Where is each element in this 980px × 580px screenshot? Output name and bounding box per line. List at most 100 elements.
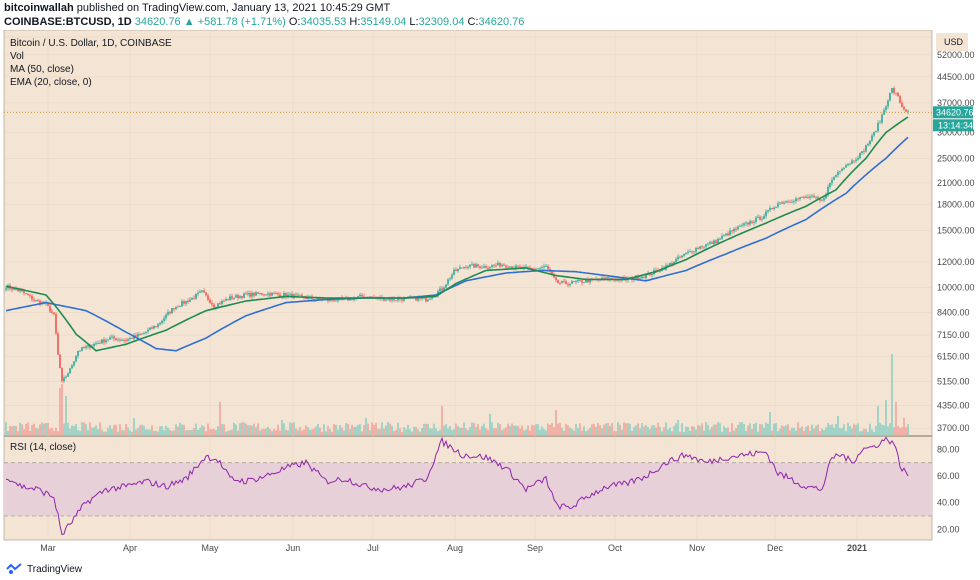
volume-bar [787,424,789,436]
symbol-label[interactable]: COINBASE:BTCUSD, 1D [4,16,132,28]
candle-body [809,196,811,198]
time-tick-label: Jun [286,543,301,553]
candle-body [299,294,301,296]
candle-body [803,197,805,199]
candle-body [703,246,705,248]
candle-body [505,265,507,268]
candle-body [859,152,861,159]
candle-body [885,106,887,111]
tradingview-logo-icon[interactable] [6,563,22,575]
volume-bar [701,423,703,436]
candle-body [727,233,729,236]
candle-body [181,301,183,307]
volume-bar [537,424,539,436]
candle-body [469,264,471,267]
legend-ema: EMA (20, close, 0) [10,77,92,88]
volume-bar [285,429,287,436]
tradingview-brand[interactable]: TradingView [27,563,83,575]
footer: TradingView [6,560,82,578]
candle-body [223,300,225,302]
volume-bar [241,422,243,436]
volume-bar [63,423,65,436]
time-tick-label: Mar [40,543,56,553]
volume-bar [515,425,517,436]
candle-body [775,206,777,208]
close-value: 34620.76 [478,16,525,28]
candle-body [255,292,257,296]
volume-bar [405,429,407,436]
candle-body [69,368,71,374]
candle-body [305,298,307,300]
volume-bar [643,426,645,436]
candle-body [739,225,741,227]
rsi-axis[interactable]: 80.00 60.00 40.00 20.00 [937,444,960,534]
candle-body [865,145,867,152]
volume-bar [489,414,491,436]
candle-body [861,151,863,153]
candle-body [531,268,533,270]
volume-bar [55,427,57,436]
candle-body [139,334,141,335]
volume-bar [385,425,387,436]
candle-body [235,295,237,298]
volume-bar [255,427,257,436]
candle-body [271,292,273,296]
high-value: 35149.04 [360,16,407,28]
candle-body [683,253,685,256]
candle-body [23,290,25,294]
volume-bar [31,424,33,436]
candle-body [481,267,483,269]
candle-body [747,222,749,225]
candle-body [463,266,465,269]
volume-bar [703,430,705,436]
volume-bar [321,431,323,436]
candle-body [791,201,793,203]
candle-body [73,361,75,366]
volume-bar [901,427,903,436]
candle-body [787,201,789,203]
volume-bar [759,424,761,436]
candle-body [391,298,393,301]
volume-bar [425,423,427,436]
candle-body [503,264,505,266]
volume-bar [61,384,63,436]
candle-body [213,304,215,308]
volume-bar [491,422,493,436]
time-axis[interactable]: Mar Apr May Jun Jul Aug Sep Oct Nov Dec 2021 [40,543,867,553]
candle-body [195,293,197,299]
candle-body [237,295,239,299]
candle-body [371,296,373,298]
volume-bar [427,423,429,436]
volume-bar [663,427,665,436]
candle-body [427,299,429,302]
volume-bar [853,423,855,436]
candle-body [319,297,321,300]
candle-body [541,267,543,269]
volume-bar [229,430,231,436]
candle-body [543,266,545,268]
candle-body [95,343,97,345]
volume-bar [851,428,853,436]
volume-bar [291,423,293,436]
publisher-name[interactable]: bitcoinwallah [4,2,74,14]
volume-bar [161,426,163,436]
candle-body [479,266,481,268]
candle-body [755,217,757,223]
price-chart[interactable]: 52000.00 44500.00 37000.00 30000.00 25000.00… [0,30,980,558]
volume-bar [207,423,209,436]
candle-body [29,295,31,297]
volume-bar [707,424,709,436]
time-tick-label: May [201,543,219,553]
volume-bar [591,424,593,436]
volume-bar [393,431,395,436]
rsi-tick-label: 20.00 [937,524,960,534]
candle-body [75,356,77,362]
price-axis[interactable]: 52000.00 44500.00 37000.00 30000.00 25000.00… [937,50,975,433]
volume-bar [397,422,399,436]
candle-body [785,201,787,203]
candle-body [459,267,461,269]
candle-body [829,183,831,188]
volume-bar [23,429,25,436]
candle-body [393,298,395,301]
volume-bar [501,430,503,436]
